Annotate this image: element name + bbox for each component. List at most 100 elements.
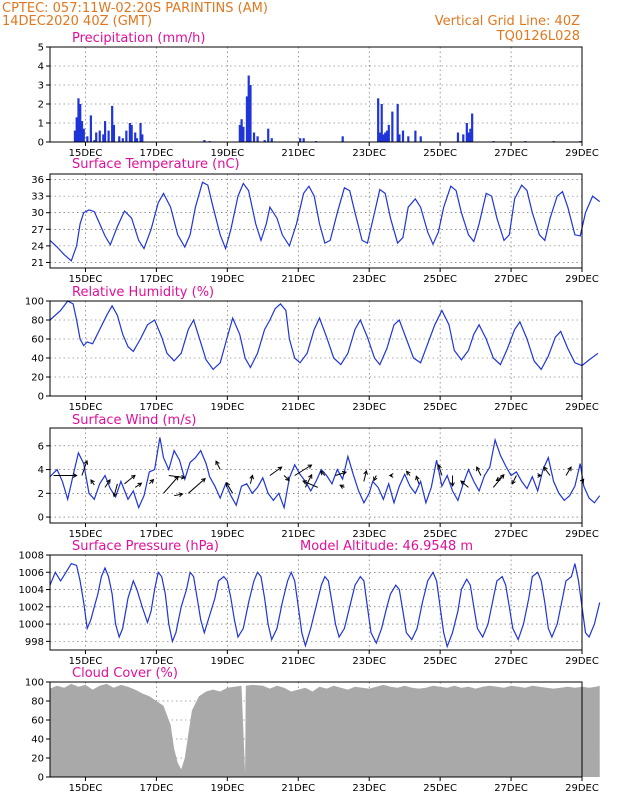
wind-arrow-head — [543, 466, 548, 472]
precip-bar — [467, 132, 470, 142]
wind-arrow — [148, 478, 155, 485]
pressure-plot-frame — [49, 554, 583, 651]
y-tick-label: 60 — [31, 716, 44, 727]
wind-arrow-shaft — [415, 476, 420, 484]
x-tick-label: 21DEC — [281, 529, 315, 540]
precip-bar — [79, 104, 82, 142]
y-tick-label: 24 — [31, 241, 44, 252]
wind-arrow-head — [130, 474, 136, 480]
precip-bar — [469, 128, 472, 142]
wind-arrow-shaft — [363, 470, 367, 482]
precip-bar — [462, 134, 465, 142]
precip-bar — [252, 132, 256, 142]
wind-arrow-shaft — [269, 466, 282, 476]
wind-arrow-shaft — [294, 464, 312, 476]
precip-bar — [263, 140, 266, 142]
temp-plot-frame — [49, 173, 583, 269]
wind-arrow-shaft — [304, 474, 313, 488]
precip-plot-frame — [49, 46, 583, 143]
header-station: CPTEC: 057:11W-02:20S PARINTINS (AM) — [2, 1, 268, 16]
rh-series-line — [49, 300, 599, 371]
wind-arrow-shaft — [134, 482, 142, 488]
x-tick-label: 17DEC — [140, 148, 174, 159]
header-run-time: 14DEC2020 40Z (GMT) — [2, 14, 152, 29]
x-tick-label: 23DEC — [352, 274, 386, 285]
precip-bar — [203, 140, 206, 142]
wind-arrow-head — [415, 475, 420, 481]
y-tick-label: 60 — [31, 335, 44, 346]
y-tick-label: 1002 — [19, 602, 44, 613]
precip-bar — [139, 123, 142, 142]
wind-arrow — [363, 469, 368, 482]
y-tick-label: 1006 — [19, 568, 44, 579]
y-tick-label: 4 — [38, 465, 44, 476]
wind-arrow-head — [319, 470, 325, 476]
y-tick-label: 2 — [38, 100, 44, 111]
wind-arrow-shaft — [511, 475, 517, 485]
pressure-panel: Surface Pressure (hPa) Model Altitude: 4… — [19, 539, 601, 667]
wind-arrow — [339, 484, 345, 489]
wind-arrow-head — [302, 480, 308, 485]
y-tick-label: 100 — [25, 297, 44, 308]
wind-arrow — [335, 470, 348, 476]
wind-arrow — [134, 482, 143, 488]
y-tick-label: 40 — [31, 735, 44, 746]
wind-arrow-head — [511, 479, 516, 485]
precip-bar — [384, 132, 387, 142]
wind-arrow — [225, 481, 234, 494]
x-tick-label: 21DEC — [281, 402, 315, 413]
y-tick-label: 30 — [31, 208, 44, 219]
precip-bar — [299, 138, 302, 142]
precip-bar — [107, 130, 110, 142]
precip-bar — [391, 111, 394, 142]
wind-arrow-head — [72, 473, 78, 478]
model-altitude-label: Model Altitude: 46.9548 m — [300, 539, 473, 554]
x-tick-label: 21DEC — [281, 656, 315, 667]
x-tick-label: 19DEC — [210, 402, 244, 413]
x-tick-label: 17DEC — [140, 783, 174, 794]
precip-bar — [82, 128, 85, 142]
wind-arrow — [269, 466, 283, 476]
header-vertical-grid: Vertical Grid Line: 40Z — [435, 14, 580, 29]
x-tick-label: 29DEC — [565, 656, 599, 667]
wind-arrow-shaft — [496, 475, 505, 481]
precip-bar — [134, 132, 137, 142]
x-tick-label: 15DEC — [69, 783, 103, 794]
wind-arrow-head — [83, 459, 89, 465]
x-tick-label: 23DEC — [352, 529, 386, 540]
y-tick-label: 1008 — [19, 551, 44, 562]
precip-bar — [242, 126, 245, 142]
x-tick-label: 27DEC — [494, 274, 528, 285]
precip-bar — [382, 134, 385, 142]
wind-arrow — [174, 492, 184, 497]
wind-arrow — [163, 475, 179, 494]
y-tick-label: 33 — [31, 192, 44, 203]
wind-panel: Surface Wind (m/s) 0 2 4 6 15DEC 17DEC 19DEC 21… — [38, 413, 601, 540]
header-model: TQ0126L028 — [496, 29, 580, 44]
x-tick-label: 19DEC — [210, 656, 244, 667]
humidity-title: Relative Humidity (%) — [72, 285, 214, 300]
precip-bar — [118, 136, 121, 142]
wind-arrow-head — [277, 466, 283, 471]
wind-arrow-shaft — [113, 483, 118, 497]
wind-arrow — [537, 473, 543, 478]
precip-bar — [95, 132, 98, 142]
wind-arrow — [302, 480, 318, 488]
y-tick-label: 1 — [38, 119, 44, 130]
wind-series-line — [49, 437, 601, 510]
x-tick-label: 19DEC — [210, 148, 244, 159]
wind-arrow-shaft — [249, 475, 253, 484]
wind-arrow — [283, 475, 290, 482]
x-tick-label: 15DEC — [69, 148, 103, 159]
wind-arrow-head — [180, 474, 186, 480]
x-tick-label: 25DEC — [423, 274, 457, 285]
x-tick-label: 21DEC — [281, 783, 315, 794]
x-tick-label: 15DEC — [69, 656, 103, 667]
wind-arrow — [112, 483, 118, 498]
cloud-cover-title: Cloud Cover (%) — [72, 666, 178, 681]
wind-arrow-head — [307, 464, 313, 469]
wind-arrow-head — [308, 473, 313, 479]
precip-bar — [80, 121, 84, 142]
wind-arrow-head — [537, 473, 543, 478]
